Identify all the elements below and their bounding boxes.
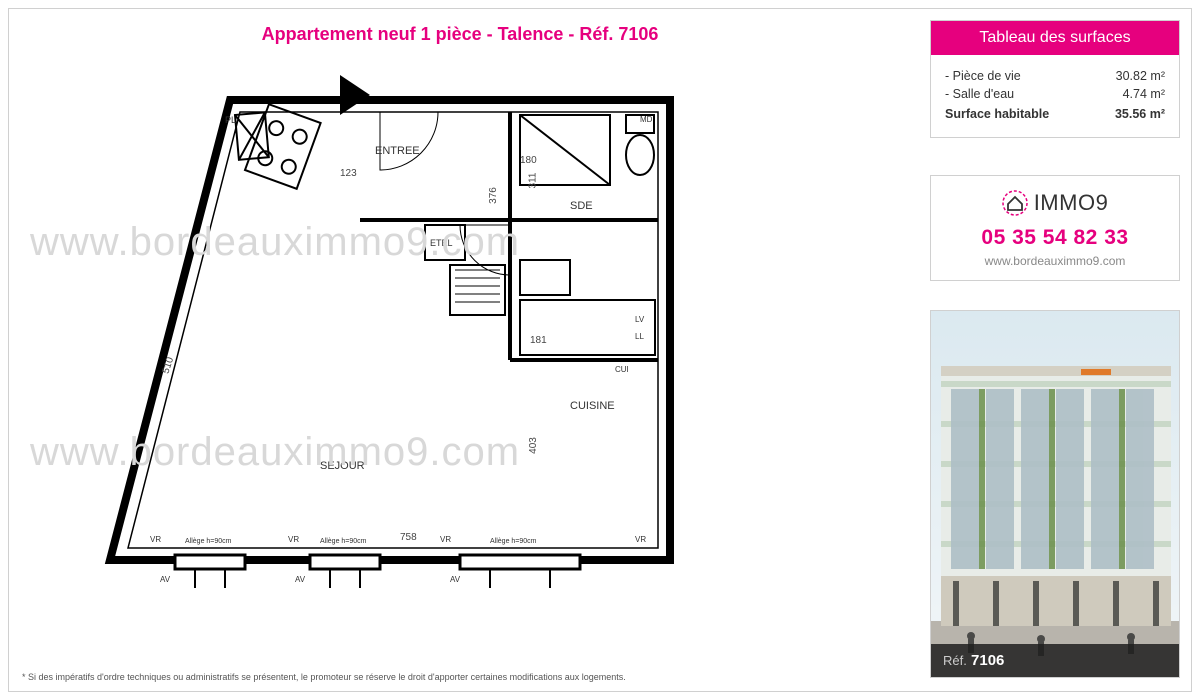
dim-376: 376 (488, 187, 499, 204)
label-md: MD (640, 115, 652, 124)
surface-value: 4.74 m² (1123, 87, 1165, 101)
label-sde: SDE (570, 200, 593, 212)
dim-123: 123 (340, 168, 357, 179)
dim-403: 403 (528, 437, 539, 454)
logo: IMMO9 (939, 190, 1171, 216)
label-vr-4: VR (635, 535, 646, 544)
website-url: www.bordeauximmo9.com (939, 254, 1171, 268)
surface-label: - Salle d'eau (945, 87, 1014, 101)
surface-total-value: 35.56 m² (1115, 107, 1165, 121)
building-svg (931, 311, 1180, 678)
surfaces-header: Tableau des surfaces (931, 21, 1179, 55)
label-av-1: AV (160, 575, 170, 584)
reference-label: Réf. (943, 653, 967, 668)
floorplan: ENTREE SDE CUISINE SEJOUR ETEL PL MD LV … (30, 60, 900, 620)
surface-label: - Pièce de vie (945, 69, 1021, 83)
dim-180: 180 (520, 155, 537, 166)
label-lv: LV (635, 315, 644, 324)
label-etel: ETEL (430, 238, 453, 248)
label-vr-1: VR (150, 535, 161, 544)
dim-181: 181 (530, 335, 547, 346)
logo-text: IMMO9 (1034, 190, 1109, 216)
label-cui: CUI (615, 365, 629, 374)
dim-758: 758 (400, 532, 417, 543)
label-vr-2: VR (288, 535, 299, 544)
label-cuisine: CUISINE (570, 400, 615, 412)
label-pl: PL (225, 115, 236, 125)
label-vr-3: VR (440, 535, 451, 544)
reference-number: 7106 (971, 652, 1004, 669)
surface-value: 30.82 m² (1116, 69, 1165, 83)
label-ll: LL (635, 332, 644, 341)
surface-total-row: Surface habitable 35.56 m² (945, 107, 1165, 121)
surface-total-label: Surface habitable (945, 107, 1049, 121)
reference-bar: Réf. 7106 (931, 644, 1179, 677)
phone-number: 05 35 54 82 33 (939, 226, 1171, 250)
label-av-3: AV (450, 575, 460, 584)
page-title: Appartement neuf 1 pièce - Talence - Réf… (0, 24, 920, 45)
surfaces-panel: Tableau des surfaces - Pièce de vie 30.8… (930, 20, 1180, 138)
house-icon (1002, 190, 1028, 216)
building-image: Réf. 7106 (930, 310, 1180, 678)
label-entree: ENTREE (375, 145, 420, 157)
dim-311: 311 (527, 173, 538, 189)
label-av-2: AV (295, 575, 305, 584)
label-allege-2: Allège h=90cm (320, 538, 367, 545)
contact-panel: IMMO9 05 35 54 82 33 www.bordeauximmo9.c… (930, 175, 1180, 281)
surfaces-body: - Pièce de vie 30.82 m² - Salle d'eau 4.… (931, 55, 1179, 137)
surface-row: - Salle d'eau 4.74 m² (945, 87, 1165, 101)
label-allege-3: Allège h=90cm (490, 538, 537, 545)
label-allege-1: Allège h=90cm (185, 538, 232, 545)
label-sejour: SEJOUR (320, 460, 365, 472)
surface-row: - Pièce de vie 30.82 m² (945, 69, 1165, 83)
footnote: * Si des impératifs d'ordre techniques o… (22, 672, 626, 682)
